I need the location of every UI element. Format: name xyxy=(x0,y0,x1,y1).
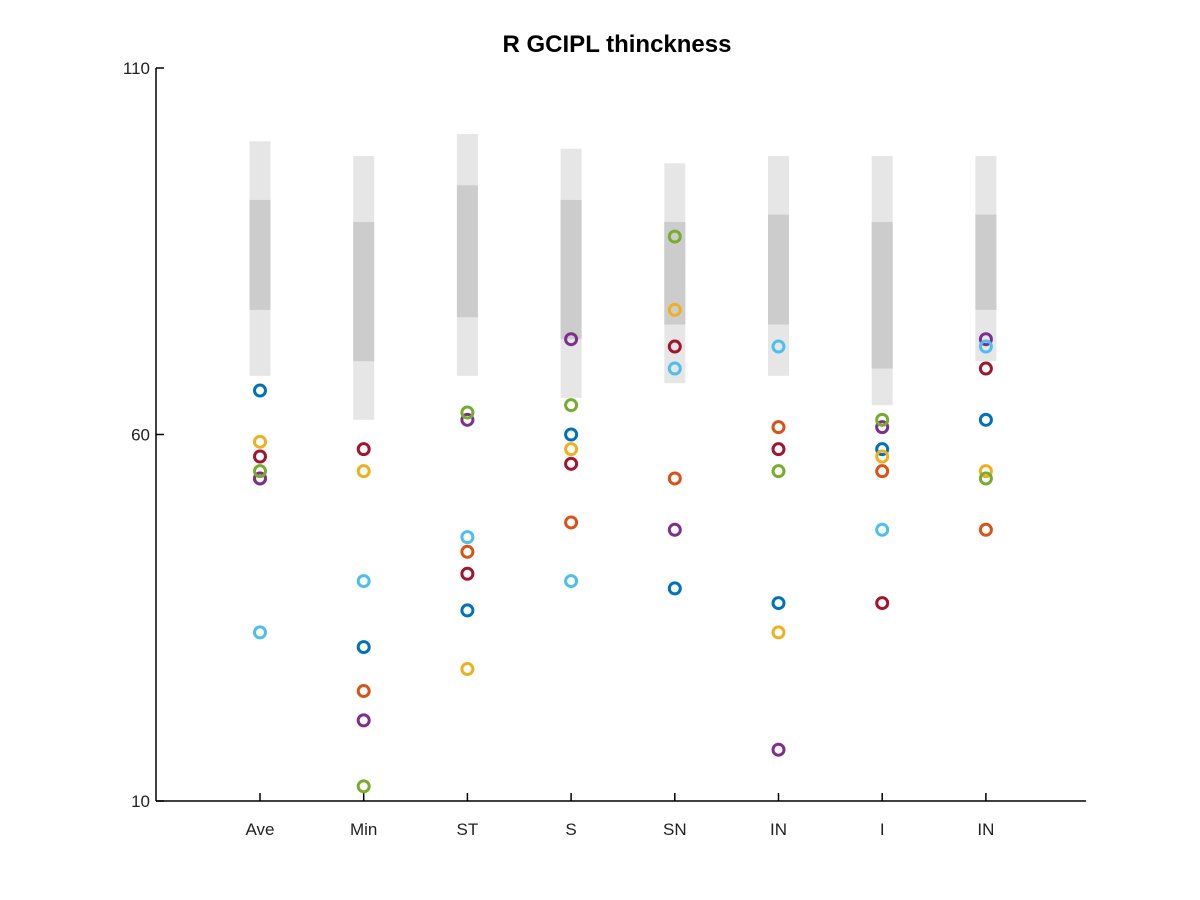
x-tick-label-5: IN xyxy=(770,820,787,839)
axis-ticks: 10 60 110 Ave Min ST S SN IN I IN xyxy=(123,59,995,839)
data-point-s0-c0 xyxy=(253,383,267,398)
x-tick-label-1: Min xyxy=(350,820,377,839)
data-point-s0-c5 xyxy=(771,596,786,611)
data-point-s3-c4 xyxy=(667,522,682,537)
chart-title: R GCIPL thinckness xyxy=(503,31,732,58)
data-point-s3-c7 xyxy=(978,332,993,347)
data-point-s2-c5 xyxy=(771,625,786,640)
data-point-s1-c2 xyxy=(460,544,475,559)
data-point-s4-c4 xyxy=(667,229,682,244)
data-point-s1-c6 xyxy=(875,464,890,479)
x-tick-label-0: Ave xyxy=(246,820,275,839)
data-point-s6-c1 xyxy=(356,442,371,457)
data-point-s5-c0 xyxy=(253,625,267,640)
band-inner-6 xyxy=(871,221,893,369)
data-point-s5-c2 xyxy=(460,530,475,545)
data-point-s1-c1 xyxy=(356,684,371,699)
x-tick-label-3: S xyxy=(565,820,576,839)
data-point-s4-c5 xyxy=(771,464,786,479)
data-point-s4-c2 xyxy=(460,405,475,420)
data-point-s0-c7 xyxy=(978,412,993,427)
data-point-s0-c1 xyxy=(356,640,371,655)
data-point-s3-c3 xyxy=(564,332,579,347)
y-tick-label-1: 60 xyxy=(131,426,150,445)
data-point-s3-c0 xyxy=(253,471,267,486)
data-point-s5-c6 xyxy=(875,522,890,537)
x-tick-label-6: I xyxy=(880,820,885,839)
data-point-s2-c2 xyxy=(460,662,475,677)
band-inner-3 xyxy=(560,199,582,340)
data-point-s2-c4 xyxy=(667,302,682,317)
data-point-s6-c6 xyxy=(875,596,890,611)
band-inner-1 xyxy=(353,221,375,362)
data-point-s0-c6 xyxy=(875,442,890,457)
data-point-s0-c3 xyxy=(564,427,579,442)
y-tick-label-2: 110 xyxy=(123,59,150,78)
data-point-s2-c1 xyxy=(356,464,371,479)
band-inner-7 xyxy=(975,214,997,310)
data-point-s3-c6 xyxy=(875,420,890,435)
data-point-s1-c3 xyxy=(564,515,579,530)
data-point-s5-c1 xyxy=(356,574,371,589)
data-point-s6-c0 xyxy=(253,449,267,464)
data-point-s2-c0 xyxy=(253,434,267,449)
data-points xyxy=(253,229,993,794)
x-tick-label-4: SN xyxy=(663,820,687,839)
x-tick-label-2: ST xyxy=(457,820,479,839)
data-point-s5-c7 xyxy=(978,339,993,354)
data-point-s5-c5 xyxy=(771,339,786,354)
data-point-s1-c4 xyxy=(667,471,682,486)
data-point-s1-c7 xyxy=(978,522,993,537)
data-point-s5-c4 xyxy=(667,361,682,376)
range-bands xyxy=(249,133,997,420)
data-point-s3-c2 xyxy=(460,412,475,427)
data-point-s5-c3 xyxy=(564,574,579,589)
data-point-s0-c2 xyxy=(460,603,475,618)
band-inner-5 xyxy=(768,214,789,325)
data-point-s6-c2 xyxy=(460,566,475,581)
y-tick-label-0: 10 xyxy=(131,792,150,811)
data-point-s3-c1 xyxy=(356,713,371,728)
data-point-s6-c3 xyxy=(564,456,579,471)
band-inner-4 xyxy=(664,221,686,325)
data-point-s2-c6 xyxy=(875,449,890,464)
data-point-s4-c6 xyxy=(875,412,890,427)
data-point-s6-c7 xyxy=(978,361,993,376)
data-point-s4-c1 xyxy=(356,779,371,794)
data-point-s1-c5 xyxy=(771,420,786,435)
data-point-s4-c0 xyxy=(253,464,267,479)
data-point-s3-c5 xyxy=(771,742,786,757)
data-point-s2-c7 xyxy=(978,464,993,479)
data-point-s4-c3 xyxy=(564,398,579,413)
data-point-s6-c4 xyxy=(667,339,682,354)
data-point-s4-c7 xyxy=(978,471,993,486)
band-inner-2 xyxy=(456,185,478,318)
data-point-s2-c3 xyxy=(564,442,579,457)
data-point-s0-c4 xyxy=(667,581,682,596)
data-point-s6-c5 xyxy=(771,442,786,457)
band-inner-0 xyxy=(249,199,271,310)
x-tick-label-7: IN xyxy=(977,820,994,839)
